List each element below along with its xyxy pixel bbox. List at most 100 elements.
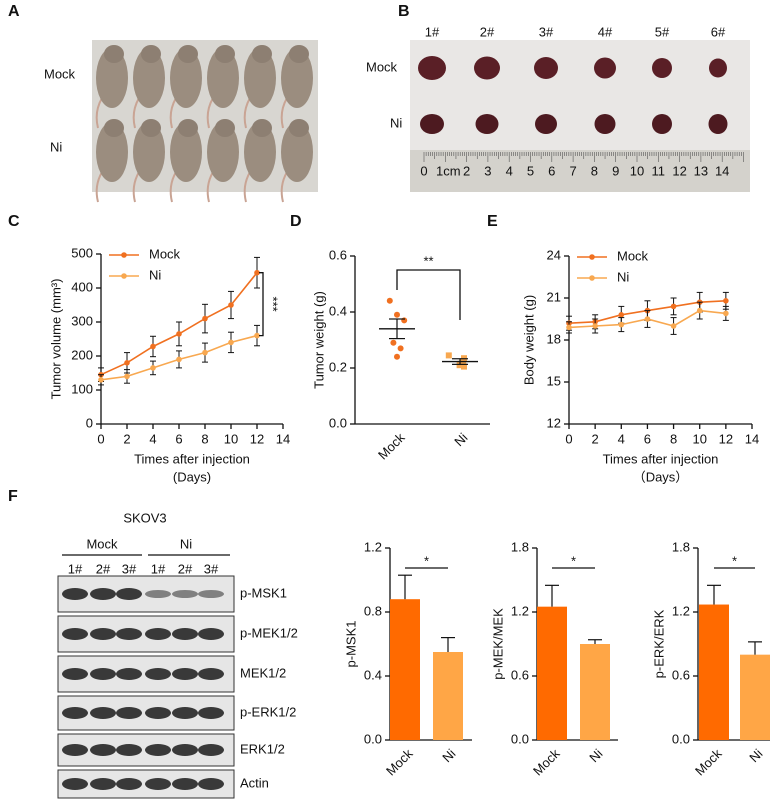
x-axis-label: Times after injection (134, 451, 250, 466)
protein-label: p-ERK1/2 (240, 704, 296, 719)
point (150, 365, 156, 371)
significance: * (732, 553, 737, 568)
mice-photo (92, 40, 318, 192)
point (202, 349, 208, 356)
y-tick-label: 0.0 (364, 731, 382, 746)
y-tick-label: 100 (71, 381, 93, 396)
ruler-label: 8 (591, 163, 598, 178)
sample-label: 6# (711, 24, 726, 39)
row-label: Mock (44, 66, 76, 81)
blot-band (90, 668, 116, 680)
mouse-tail (132, 97, 140, 129)
tumor (652, 58, 672, 78)
legend-marker (589, 275, 595, 281)
x-tick-label: 14 (745, 431, 759, 446)
blot-band (90, 628, 116, 640)
legend-label: Mock (149, 246, 181, 261)
lane-label: 1# (68, 561, 83, 576)
y-tick-label: 0.8 (364, 603, 382, 618)
point (461, 363, 467, 370)
ruler-label: 12 (672, 163, 686, 178)
legend-marker (589, 254, 595, 260)
y-tick-label: 0.0 (511, 731, 529, 746)
point (390, 339, 397, 346)
y-tick-label: 400 (71, 279, 93, 294)
y-axis-label: Tumor weight (g) (311, 291, 326, 389)
sample-label: 3# (539, 24, 554, 39)
blot-band (145, 744, 171, 756)
x-tick-label: Ni (746, 746, 765, 765)
y-tick-label: 18 (547, 331, 561, 346)
mouse-head (289, 45, 309, 63)
y-axis-label: Tumor volume (mm³) (48, 279, 63, 400)
point (228, 339, 234, 346)
blot-band (198, 778, 224, 790)
mouse-head (252, 45, 272, 63)
blot-band (198, 590, 224, 598)
ruler-label: 6 (548, 163, 555, 178)
row-label: Ni (50, 139, 62, 154)
bar (699, 604, 729, 740)
x-tick-label: 12 (250, 431, 264, 446)
x-tick-label: 2 (123, 431, 130, 446)
point (618, 312, 625, 318)
ruler-label: 1cm (436, 163, 461, 178)
ruler-label: 9 (612, 163, 619, 178)
panel-label: C (8, 213, 20, 230)
mouse-tail (280, 171, 288, 203)
lane-label: 2# (178, 561, 193, 576)
x-tick-label: 10 (692, 431, 706, 446)
point (386, 297, 393, 304)
blot-band (62, 628, 88, 640)
protein-label: MEK1/2 (240, 665, 286, 680)
sample-label: 5# (655, 24, 670, 39)
point (397, 345, 404, 352)
blot-band (116, 744, 142, 756)
mouse-head (141, 45, 161, 63)
blot-band (198, 668, 224, 680)
point (394, 311, 400, 318)
panel-label: F (8, 488, 18, 505)
y-tick-label: 0.6 (672, 667, 690, 682)
y-tick-label: 1.8 (511, 539, 529, 554)
tumor (708, 114, 728, 134)
blot-band (198, 744, 224, 756)
lane-label: 3# (122, 561, 137, 576)
x-tick-label: 10 (224, 431, 238, 446)
point (228, 302, 234, 308)
tumor (594, 57, 616, 79)
tumor (709, 58, 727, 78)
y-tick-label: 0.4 (364, 667, 382, 682)
x-tick-label: 0 (97, 431, 104, 446)
blot-band (62, 744, 88, 756)
x-tick-label: 14 (276, 431, 290, 446)
significance: * (424, 553, 429, 568)
point (723, 310, 729, 317)
y-tick-label: 0.4 (329, 303, 347, 318)
blot-band (172, 744, 198, 756)
x-tick-label: Mock (692, 746, 725, 779)
protein-label: p-MSK1 (240, 585, 287, 600)
mouse-head (104, 119, 124, 137)
point (254, 332, 260, 339)
lane-label: 1# (151, 561, 166, 576)
y-tick-label: 24 (547, 247, 561, 262)
x-tick-label: 4 (149, 431, 156, 446)
point (566, 324, 572, 331)
row-label: Ni (390, 115, 402, 130)
mouse-head (289, 119, 309, 137)
x-tick-label: 6 (175, 431, 182, 446)
y-tick-label: 1.2 (364, 539, 382, 554)
panel-label: B (398, 3, 410, 20)
ruler-label: 2 (463, 163, 470, 178)
mouse (170, 48, 202, 108)
mouse-head (215, 45, 235, 63)
sample-label: 1# (425, 24, 440, 39)
point (98, 377, 104, 383)
ruler-label: 10 (630, 163, 644, 178)
tumor (418, 56, 446, 80)
significance: ** (423, 253, 433, 268)
legend-marker (121, 273, 127, 279)
bar (537, 606, 567, 740)
ruler-label: 13 (694, 163, 708, 178)
